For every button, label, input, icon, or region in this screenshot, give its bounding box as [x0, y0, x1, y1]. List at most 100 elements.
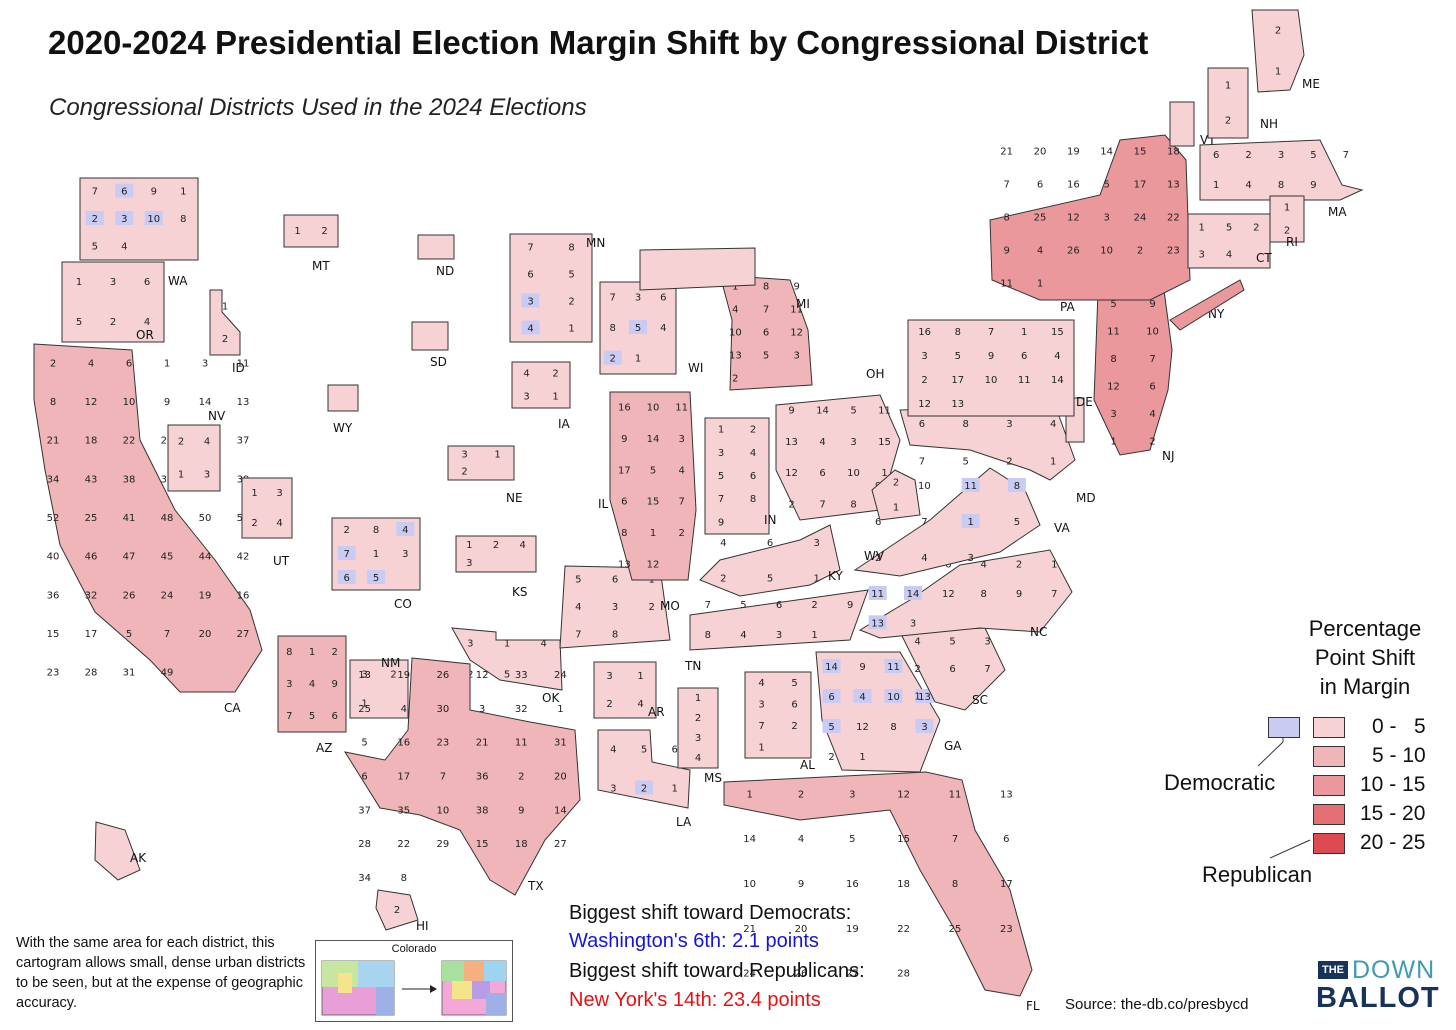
district-label: 3 [610, 784, 616, 795]
legend-range-label: 15 - 20 [1360, 802, 1426, 825]
district-label: 21 [1000, 147, 1013, 158]
district-label: 2 [552, 369, 558, 380]
district-label: 1 [718, 425, 724, 436]
district-label: 9 [331, 679, 337, 690]
district-label: 25 [85, 513, 98, 524]
district-label: 14 [816, 406, 829, 417]
district-label: 4 [88, 358, 94, 369]
district-label: 3 [1278, 150, 1284, 161]
district-label: 3 [1103, 213, 1109, 224]
state-abbr-label: TX [527, 879, 544, 893]
state-ma [1199, 139, 1364, 201]
dem-district-cell [521, 320, 540, 335]
cartogram-note: With the same area for each district, th… [16, 935, 306, 1011]
district-label: 4 [921, 553, 927, 564]
district-label: 2 [251, 518, 257, 529]
district-label: 12 [942, 589, 955, 600]
district-label: 11 [1018, 375, 1031, 386]
district-label: 7 [718, 494, 724, 505]
dem-district-cell [367, 570, 385, 584]
legend-title-line: Percentage [1308, 616, 1422, 641]
state-abbr-label: MS [704, 771, 722, 785]
district-label: 15 [476, 839, 489, 850]
district-label: 16 [846, 879, 859, 890]
district-label: 4 [695, 753, 701, 764]
district-label: 20 [554, 772, 567, 783]
district-label: 10 [147, 214, 160, 225]
state-me [1251, 9, 1305, 93]
district-label: 13 [1000, 789, 1013, 800]
district-label: 35 [161, 474, 174, 485]
state-wy [327, 384, 359, 412]
rep-shift-value: New York's 14th: 23.4 points [569, 989, 821, 1011]
legend-republican-label: Republican [1202, 862, 1313, 887]
district-label: 2 [222, 334, 228, 345]
district-label: 5 [309, 711, 315, 722]
district-label: 1 [557, 704, 563, 715]
state-abbr-label: CA [224, 701, 241, 715]
district-label: 5 [849, 834, 855, 845]
district-label: 10 [743, 879, 756, 890]
state-va [853, 467, 1041, 577]
district-label: 5 [791, 678, 797, 689]
district-label: 43 [85, 474, 98, 485]
district-label: 3 [1110, 409, 1116, 420]
dem-district-cell [822, 659, 841, 673]
district-label: 8 [705, 630, 711, 641]
state-shape [455, 535, 537, 573]
district-label: 3 [402, 549, 408, 560]
district-label: 13 [618, 559, 631, 570]
dem-district-cell [629, 320, 647, 334]
district-label: 17 [618, 465, 631, 476]
state-abbr-label: LA [676, 815, 692, 829]
state-nv [167, 424, 221, 492]
state-abbr-label: FL [1026, 999, 1040, 1013]
district-label: 37 [237, 436, 250, 447]
district-label: 13 [871, 618, 884, 629]
district-label: 9 [793, 282, 799, 293]
state-shape [907, 319, 1075, 417]
legend-swatch-range-5 [1313, 833, 1345, 854]
district-label: 3 [678, 434, 684, 445]
district-label: 9 [164, 397, 170, 408]
district-label: 16 [918, 327, 931, 338]
state-nj [1093, 289, 1173, 456]
legend-range-label: 10 - 15 [1360, 773, 1426, 796]
district-label: 3 [776, 630, 782, 641]
district-label: 23 [1000, 924, 1013, 935]
district-label: 3 [984, 637, 990, 648]
district-label: 8 [180, 214, 186, 225]
district-label: 2 [750, 425, 756, 436]
state-shape [277, 635, 347, 733]
district-label: 4 [523, 369, 529, 380]
state-abbr-label: NY [1208, 307, 1225, 321]
state-shape [375, 889, 419, 931]
district-label: 9 [151, 187, 157, 198]
district-label: 7 [1149, 354, 1155, 365]
district-label: 14 [199, 397, 212, 408]
legend-range-label: 20 - 25 [1360, 831, 1426, 854]
district-label: 7 [952, 834, 958, 845]
district-label: 3 [466, 558, 472, 569]
district-label: 4 [859, 692, 865, 703]
state-shape [79, 177, 199, 261]
district-label: 4 [204, 437, 210, 448]
state-nm [349, 659, 409, 719]
district-label: 3 [110, 277, 116, 288]
district-label: 5 [575, 575, 581, 586]
district-label: 8 [1003, 213, 1009, 224]
district-label: 26 [123, 590, 136, 601]
district-label: 1 [967, 517, 973, 528]
district-label: 14 [825, 662, 838, 673]
district-label: 4 [402, 525, 408, 536]
dem-district-cell [961, 478, 980, 492]
district-label: 6 [144, 277, 150, 288]
district-label: 36 [476, 772, 489, 783]
district-label: 8 [763, 282, 769, 293]
district-label: 6 [621, 497, 627, 508]
district-label: 12 [1107, 381, 1120, 392]
district-label: 4 [610, 745, 616, 756]
district-label: 9 [718, 517, 724, 528]
state-nd [417, 234, 455, 260]
state-ut [241, 477, 293, 539]
